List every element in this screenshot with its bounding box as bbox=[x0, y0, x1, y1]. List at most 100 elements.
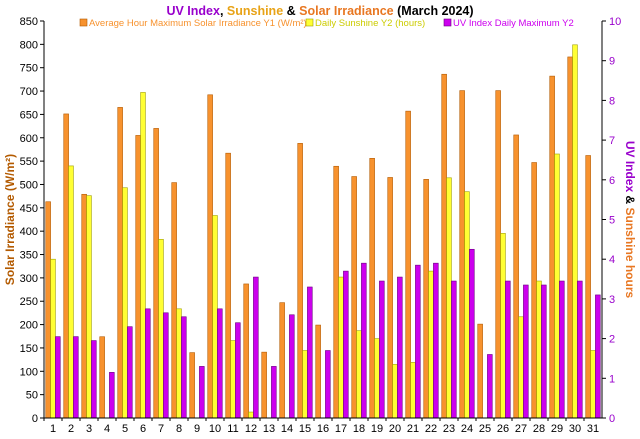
left-tick-label: 150 bbox=[20, 343, 38, 355]
right-tick-label: 0 bbox=[609, 413, 615, 425]
x-tick-label: 19 bbox=[371, 423, 383, 435]
right-tick-label: 7 bbox=[609, 135, 615, 147]
right-tick-label: 3 bbox=[609, 294, 615, 306]
bar-s2-day-10 bbox=[212, 215, 218, 419]
chart-title-part: & bbox=[283, 4, 299, 18]
bar-s2-day-27 bbox=[518, 316, 524, 419]
left-tick-label: 850 bbox=[20, 16, 38, 28]
bar-s1-day-20 bbox=[387, 177, 393, 419]
bar-s3-day-16 bbox=[325, 350, 331, 419]
bar-s3-day-13 bbox=[271, 366, 277, 419]
bar-s1-day-28 bbox=[531, 162, 537, 419]
left-tick-label: 600 bbox=[20, 133, 38, 145]
bar-s1-day-29 bbox=[549, 75, 555, 419]
bar-s3-day-30 bbox=[577, 280, 583, 419]
bar-s2-day-8 bbox=[176, 308, 182, 419]
bar-s1-day-12 bbox=[243, 283, 249, 419]
x-tick-label: 30 bbox=[569, 423, 581, 435]
bar-s1-day-22 bbox=[423, 179, 429, 419]
right-tick-label: 6 bbox=[609, 175, 615, 187]
bar-s1-day-16 bbox=[315, 324, 321, 419]
bar-s3-day-29 bbox=[559, 280, 565, 419]
bar-s1-day-18 bbox=[351, 176, 357, 419]
x-tick-label: 7 bbox=[158, 423, 164, 435]
legend-label-s2: Daily Sunshine Y2 (hours) bbox=[315, 18, 425, 29]
chart-title-part: (March 2024) bbox=[394, 4, 474, 18]
bar-s1-day-23 bbox=[441, 73, 447, 419]
bar-s3-day-18 bbox=[361, 262, 367, 419]
bar-s3-day-26 bbox=[505, 280, 511, 419]
x-tick-label: 24 bbox=[461, 423, 473, 435]
bar-s1-day-25 bbox=[477, 323, 483, 419]
legend-label-s1: Average Hour Maximum Solar Irradiance Y1… bbox=[89, 18, 307, 29]
bar-s1-day-2 bbox=[63, 113, 69, 419]
bar-s3-day-15 bbox=[307, 286, 313, 419]
x-tick-label: 13 bbox=[263, 423, 275, 435]
bar-s1-day-3 bbox=[81, 193, 87, 419]
right-tick-label: 4 bbox=[609, 254, 615, 266]
bar-s1-day-13 bbox=[261, 351, 267, 419]
bar-s3-day-23 bbox=[451, 280, 457, 419]
x-tick-label: 20 bbox=[389, 423, 401, 435]
bar-s3-day-3 bbox=[91, 340, 97, 419]
bar-s1-day-27 bbox=[513, 134, 519, 419]
left-tick-label: 750 bbox=[20, 63, 38, 75]
bar-s2-day-21 bbox=[410, 362, 416, 419]
left-tick-label: 400 bbox=[20, 226, 38, 238]
bar-s1-day-10 bbox=[207, 94, 213, 419]
bar-s1-day-24 bbox=[459, 90, 465, 419]
bar-s2-day-11 bbox=[230, 340, 236, 419]
bar-s1-day-5 bbox=[117, 107, 123, 419]
bar-s2-day-17 bbox=[338, 276, 344, 419]
bar-s1-day-31 bbox=[585, 155, 591, 419]
x-tick-label: 12 bbox=[245, 423, 257, 435]
bar-s2-day-26 bbox=[500, 233, 506, 419]
bar-s2-day-24 bbox=[464, 191, 470, 419]
y-axis-label-right: UV Index & Sunshine hours bbox=[623, 141, 637, 299]
bar-s2-day-30 bbox=[572, 44, 578, 419]
bar-s3-day-14 bbox=[289, 314, 295, 419]
bar-s1-day-4 bbox=[99, 336, 105, 419]
bar-s2-day-22 bbox=[428, 270, 434, 419]
left-tick-label: 200 bbox=[20, 320, 38, 332]
bar-s3-day-31 bbox=[595, 294, 601, 419]
left-tick-label: 350 bbox=[20, 250, 38, 262]
x-tick-label: 23 bbox=[443, 423, 455, 435]
y-axis-label-left: Solar Irradiance (W/m²) bbox=[3, 154, 17, 285]
legend-swatch-s2 bbox=[305, 18, 314, 27]
left-tick-label: 500 bbox=[20, 179, 38, 191]
bar-s2-day-15 bbox=[302, 350, 308, 419]
bar-s3-day-25 bbox=[487, 354, 493, 419]
x-tick-label: 29 bbox=[551, 423, 563, 435]
bar-s3-day-9 bbox=[199, 366, 205, 419]
bar-s3-day-24 bbox=[469, 248, 475, 419]
legend-swatch-s3 bbox=[443, 18, 452, 27]
right-tick-label: 10 bbox=[609, 16, 621, 28]
bar-s2-day-2 bbox=[68, 165, 74, 419]
x-tick-label: 10 bbox=[209, 423, 221, 435]
chart-title-part: , bbox=[220, 4, 227, 18]
bar-s3-day-22 bbox=[433, 262, 439, 419]
chart-title-part: Sunshine bbox=[227, 4, 283, 18]
bar-s1-day-6 bbox=[135, 135, 141, 419]
x-tick-label: 11 bbox=[227, 423, 238, 435]
right-tick-label: 9 bbox=[609, 56, 615, 68]
bar-s3-day-11 bbox=[235, 322, 241, 419]
bar-s2-day-6 bbox=[140, 92, 146, 419]
bar-s3-day-20 bbox=[397, 276, 403, 419]
bar-s2-day-12 bbox=[248, 411, 254, 419]
bar-s1-day-15 bbox=[297, 143, 303, 419]
right-tick-label: 8 bbox=[609, 95, 615, 107]
x-tick-label: 27 bbox=[515, 423, 527, 435]
x-tick-label: 8 bbox=[176, 423, 182, 435]
bar-s3-day-1 bbox=[55, 336, 61, 419]
bar-s2-day-7 bbox=[158, 239, 164, 419]
left-tick-label: 50 bbox=[26, 390, 38, 402]
left-tick-label: 100 bbox=[20, 366, 38, 378]
right-tick-label: 5 bbox=[609, 215, 615, 227]
x-tick-label: 31 bbox=[587, 423, 599, 435]
chart-title-part: UV Index bbox=[166, 4, 220, 18]
legend-swatch-s1 bbox=[79, 18, 88, 27]
